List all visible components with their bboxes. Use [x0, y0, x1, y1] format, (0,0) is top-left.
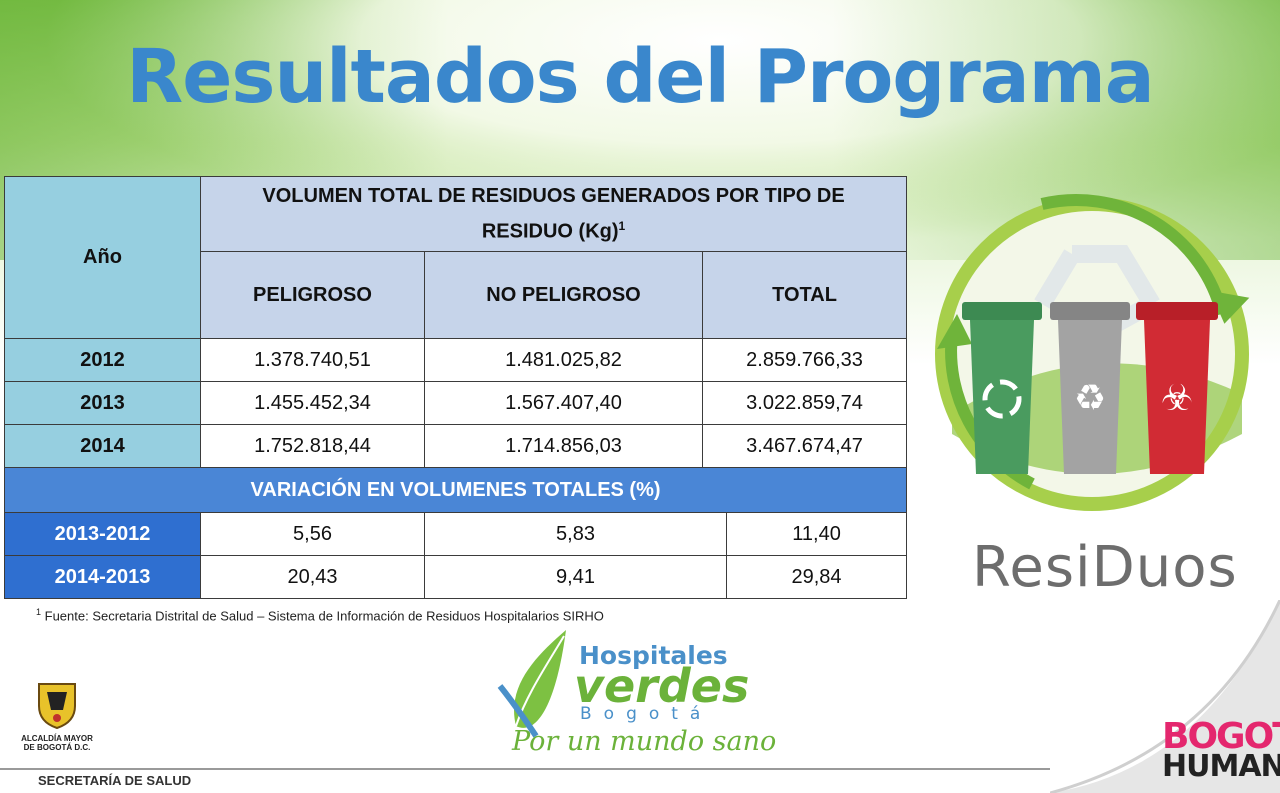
value-cell: 1.481.025,82	[424, 338, 703, 382]
range-cell: 2014-2013	[4, 555, 201, 599]
year-cell: 2013	[4, 381, 201, 425]
value-cell: 3.022.859,74	[701, 381, 908, 425]
range-cell: 2013-2012	[4, 512, 201, 556]
value-cell: 11,40	[725, 512, 908, 556]
value-cell: 1.567.407,40	[424, 381, 703, 425]
value-cell: 1.455.452,34	[200, 381, 425, 425]
table-row: 2014-2013 20,43 9,41 29,84	[4, 555, 908, 599]
residuos-table: Año VOLUMEN TOTAL DE RESIDUOS GENERADOS …	[3, 176, 908, 599]
value-cell: 3.467.674,47	[701, 424, 908, 468]
slide-title: Resultados del Programa	[126, 34, 1155, 120]
coat-of-arms-icon	[38, 683, 76, 730]
bogota-humana-line1: BOGOTÁ	[1162, 716, 1280, 757]
year-cell: 2014	[4, 424, 201, 468]
table-row: 2012 1.378.740,51 1.481.025,82 2.859.766…	[4, 338, 908, 382]
biohazard-icon: ☣	[1161, 377, 1193, 418]
alcaldia-logo: ALCALDÍA MAYOR DE BOGOTÁ D.C.	[20, 680, 94, 752]
slogan-text: Por un mundo sano	[512, 726, 777, 757]
table-subheader-row: PELIGROSO NO PELIGROSO TOTAL	[5, 251, 908, 339]
column-header-total: TOTAL	[701, 251, 908, 339]
gray-bin: ♻	[1050, 302, 1130, 474]
verdes-text: verdes	[574, 659, 750, 713]
green-bin	[962, 302, 1042, 474]
leaf-icon	[497, 630, 566, 738]
alcaldia-line1: ALCALDÍA MAYOR	[21, 734, 93, 743]
column-header-no-peligroso: NO PELIGROSO	[424, 251, 703, 339]
bogota-humana-logo: BOGOTÁ HUMANA	[1162, 716, 1280, 784]
table-row: 2013 1.455.452,34 1.567.407,40 3.022.859…	[4, 381, 908, 425]
table-row: 2014 1.752.818,44 1.714.856,03 3.467.674…	[4, 424, 908, 468]
variation-header: VARIACIÓN EN VOLUMENES TOTALES (%)	[3, 467, 908, 513]
value-cell: 5,83	[424, 512, 727, 556]
value-cell: 20,43	[200, 555, 425, 599]
hospitales-text: Hospitales	[579, 641, 728, 670]
column-header-peligroso: PELIGROSO	[200, 251, 425, 339]
bogota-humana-line2: HUMANA	[1162, 749, 1280, 784]
table-row: 2013-2012 5,56 5,83 11,40	[4, 512, 908, 556]
table-header-row: Año VOLUMEN TOTAL DE RESIDUOS GENERADOS …	[4, 176, 908, 339]
value-cell: 1.752.818,44	[200, 424, 425, 468]
value-cell: 1.714.856,03	[424, 424, 703, 468]
recycle-symbol-icon: ♻	[1074, 377, 1106, 418]
alcaldia-line2: DE BOGOTÁ D.C.	[23, 743, 91, 752]
variation-header-row: VARIACIÓN EN VOLUMENES TOTALES (%)	[3, 467, 908, 513]
recycling-bins-illustration: ♻ ☣	[935, 194, 1250, 511]
year-header: Año	[4, 176, 201, 339]
footnote: 1 Fuente: Secretaria Distrital de Salud …	[36, 607, 604, 624]
residuos-label: ResiDuos	[972, 535, 1238, 600]
red-bin: ☣	[1136, 302, 1218, 474]
value-cell: 9,41	[424, 555, 727, 599]
footer-divider	[0, 768, 1050, 770]
year-cell: 2012	[4, 338, 201, 382]
value-cell: 2.859.766,33	[701, 338, 908, 382]
volume-header: VOLUMEN TOTAL DE RESIDUOS GENERADOS POR …	[199, 176, 908, 252]
value-cell: 5,56	[200, 512, 425, 556]
value-cell: 1.378.740,51	[200, 338, 425, 382]
secretaria-label: SECRETARÍA DE SALUD	[38, 773, 192, 788]
bogota-text: Bogotá	[580, 704, 713, 724]
page-curl	[1050, 600, 1280, 793]
recycle-circle-icon	[982, 379, 1022, 419]
value-cell: 29,84	[725, 555, 908, 599]
